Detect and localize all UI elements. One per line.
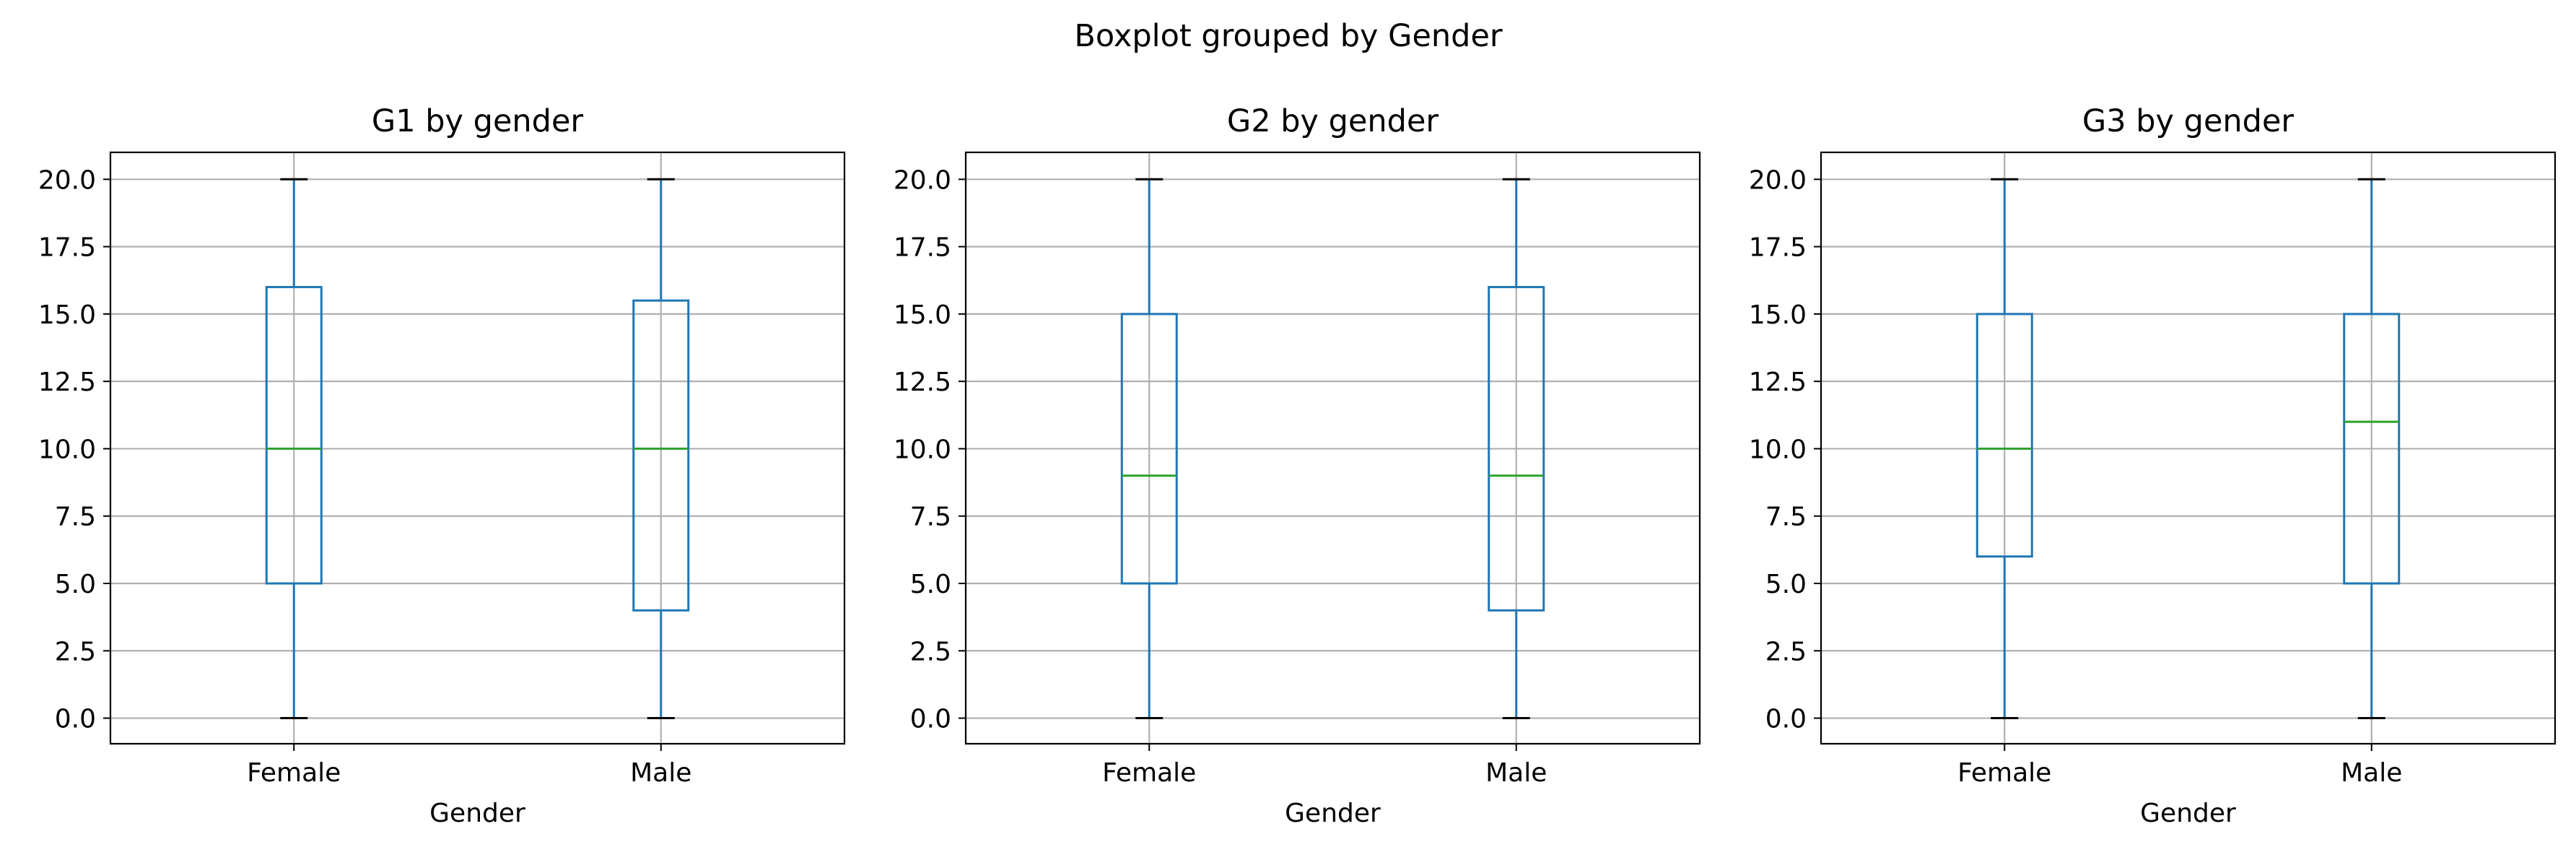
y-tick-label: 0.0 — [55, 705, 96, 734]
y-tick-label: 15.0 — [1749, 300, 1807, 330]
subplot-3: 0.0 2.5 5.0 7.5 10.0 12.5 15.0 17.5 20.0 Female Ma… — [1749, 103, 2557, 828]
box-female — [1120, 178, 1178, 720]
axes-frame — [109, 151, 846, 745]
y-tick-label: 10.0 — [38, 435, 96, 464]
y-tick-label: 20.0 — [894, 165, 951, 195]
y-tick-label: 7.5 — [55, 503, 96, 532]
y-tick-label: 17.5 — [38, 233, 96, 263]
iqr-box — [265, 286, 323, 585]
y-tick-label: 10.0 — [1749, 435, 1807, 464]
y-tick-label: 7.5 — [910, 503, 951, 532]
subplot-title: G1 by gender — [372, 103, 584, 139]
x-tick-label: Male — [1485, 758, 1547, 788]
subplot-1: 0.0 2.5 5.0 7.5 10.0 12.5 15.0 17.5 20.0 Female Ma… — [38, 103, 846, 828]
y-tick-label: 0.0 — [910, 705, 951, 734]
figure-title: Boxplot grouped by Gender — [1074, 18, 1503, 54]
y-tick-label: 2.5 — [1765, 637, 1807, 666]
subplot-2: 0.0 2.5 5.0 7.5 10.0 12.5 15.0 17.5 20.0 Female Ma… — [894, 103, 1701, 828]
y-tick-label: 2.5 — [910, 637, 951, 666]
y-tick-label: 20.0 — [38, 165, 96, 195]
iqr-box — [1488, 286, 1545, 612]
y-tick-label: 15.0 — [38, 300, 96, 330]
y-tick-label: 2.5 — [55, 637, 96, 666]
y-tick-label: 5.0 — [55, 570, 96, 599]
y-tick-label: 10.0 — [894, 435, 951, 464]
y-tick-label: 12.5 — [894, 368, 951, 397]
x-axis-label: Gender — [429, 799, 525, 828]
y-tick-label: 5.0 — [910, 570, 951, 599]
x-tick-label: Female — [1957, 758, 2051, 788]
y-tick-label: 0.0 — [1765, 705, 1807, 734]
iqr-box — [2343, 313, 2401, 585]
axes-frame — [1820, 151, 2557, 745]
y-tick-label: 17.5 — [1749, 233, 1807, 263]
subplot-title: G3 by gender — [2082, 103, 2295, 139]
box-male — [1488, 178, 1545, 720]
y-tick-label: 15.0 — [894, 300, 951, 330]
y-tick-label: 12.5 — [38, 368, 96, 397]
x-axis-label: Gender — [1285, 799, 1381, 828]
box-female — [265, 178, 323, 720]
y-tick-label: 12.5 — [1749, 368, 1807, 397]
y-tick-label: 17.5 — [894, 233, 951, 263]
x-tick-label: Male — [2341, 758, 2402, 788]
iqr-box — [1975, 313, 2033, 558]
y-tick-label: 20.0 — [1749, 165, 1807, 195]
subplot-title: G2 by gender — [1227, 103, 1439, 139]
iqr-box — [1120, 313, 1178, 585]
x-tick-label: Female — [247, 758, 341, 788]
axes-frame — [964, 151, 1701, 745]
y-tick-label: 7.5 — [1765, 503, 1807, 532]
iqr-box — [632, 299, 690, 612]
x-tick-label: Male — [630, 758, 691, 788]
x-axis-label: Gender — [2140, 799, 2236, 828]
box-female — [1975, 178, 2033, 720]
y-tick-label: 5.0 — [1765, 570, 1807, 599]
box-male — [632, 178, 690, 720]
box-male — [2343, 178, 2401, 720]
x-tick-label: Female — [1102, 758, 1196, 788]
